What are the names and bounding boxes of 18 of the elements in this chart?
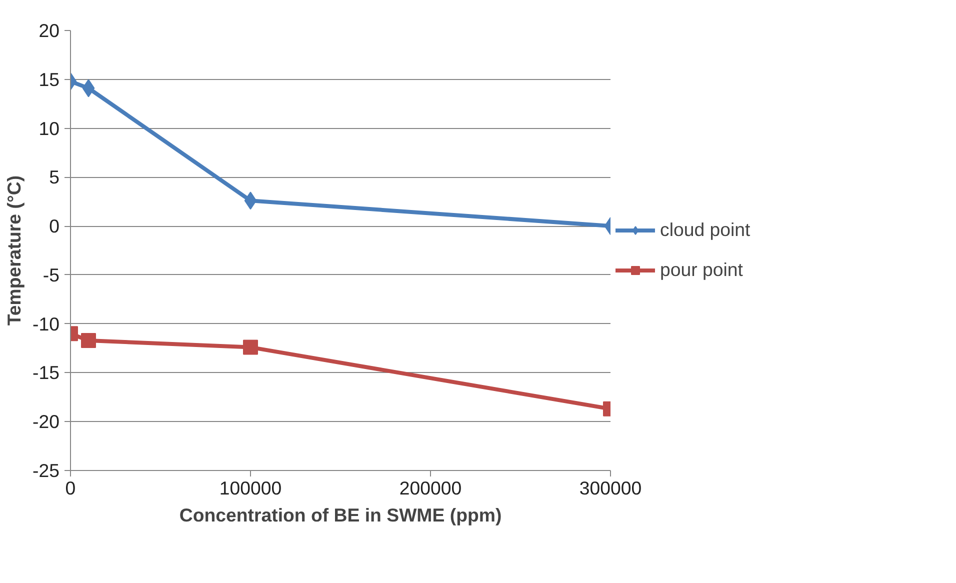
y-tick-label: -20 [32, 411, 60, 432]
y-tick-label: 10 [38, 118, 60, 139]
y-tick-label: 20 [38, 20, 60, 41]
y-tick-label: 15 [38, 68, 60, 90]
y-tick-label: 5 [49, 166, 60, 188]
y-tick-label: -10 [32, 313, 60, 334]
legend-label: pour point [660, 259, 744, 281]
legend-label: cloud point [660, 219, 752, 241]
y-axis-title: Temperature (°C) [4, 175, 25, 326]
y-tick-label: -5 [42, 264, 60, 286]
x-tick-label: 0 [65, 478, 76, 498]
y-tick-label: 0 [49, 216, 60, 237]
x-axis-title: Concentration of BE in SWME (ppm) [179, 504, 502, 526]
y-tick-label: -25 [32, 460, 60, 481]
x-tick-label: 200000 [399, 478, 462, 498]
x-tick-label: 100000 [219, 478, 282, 498]
x-tick-label: 300000 [579, 478, 642, 498]
y-tick-label: -15 [32, 362, 60, 384]
